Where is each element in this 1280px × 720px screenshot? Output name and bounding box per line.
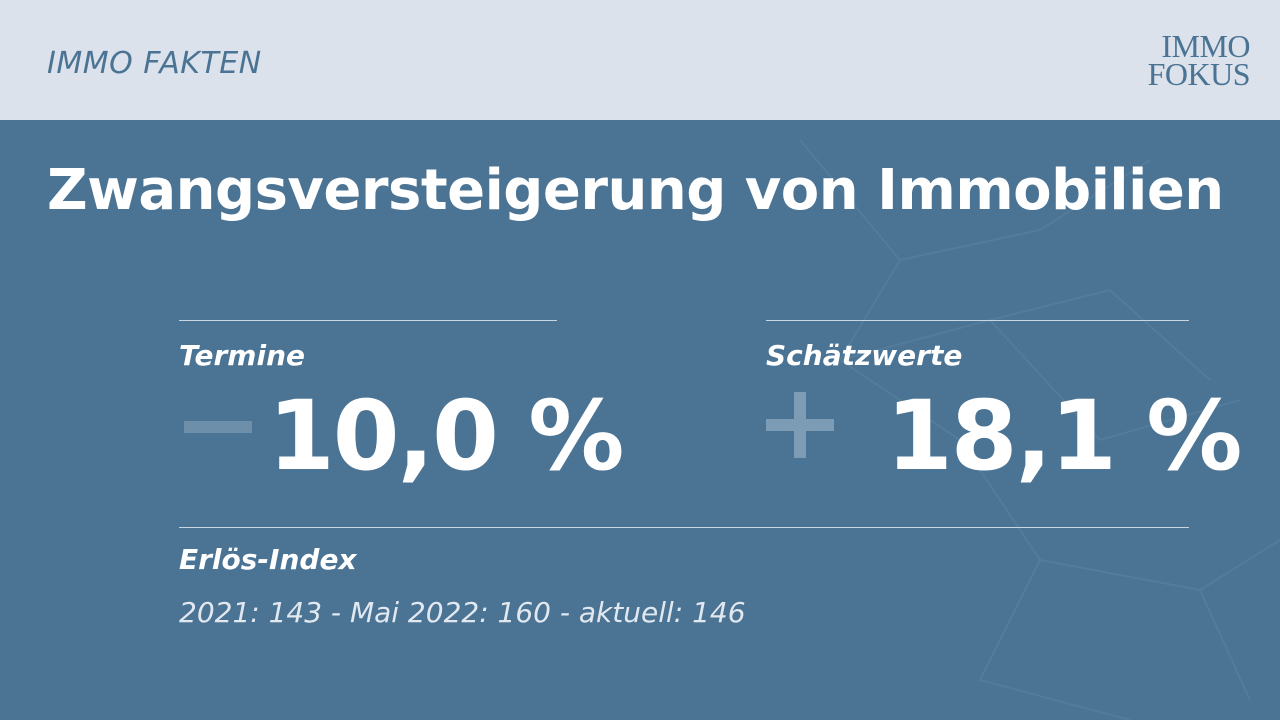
minus-icon — [184, 421, 252, 433]
header-bar: IMMO FAKTEN IMMO FOKUS — [0, 0, 1280, 120]
divider-schaetzwerte — [766, 320, 1189, 321]
stat-value-termine: 10,0 % — [268, 380, 624, 492]
brand-logo: IMMO FOKUS — [1128, 28, 1251, 92]
stat-value-schaetzwerte: 18,1 % — [886, 380, 1242, 492]
stat-label-termine: Termine — [179, 339, 305, 372]
divider-index — [179, 527, 1189, 528]
stat-label-schaetzwerte: Schätzwerte — [766, 339, 963, 372]
section-label: IMMO FAKTEN — [47, 46, 262, 81]
index-values: 2021: 143 - Mai 2022: 160 - aktuell: 146 — [179, 596, 746, 629]
page-title: Zwangsversteigerung von Immobilien — [47, 158, 1224, 223]
plus-icon-vertical — [794, 392, 806, 458]
logo-line-2: FOKUS — [1147, 56, 1251, 92]
logo-line-1: IMMO — [1161, 28, 1250, 64]
index-label: Erlös-Index — [179, 543, 357, 576]
decorative-lines — [799, 139, 1280, 720]
divider-termine — [179, 320, 557, 321]
